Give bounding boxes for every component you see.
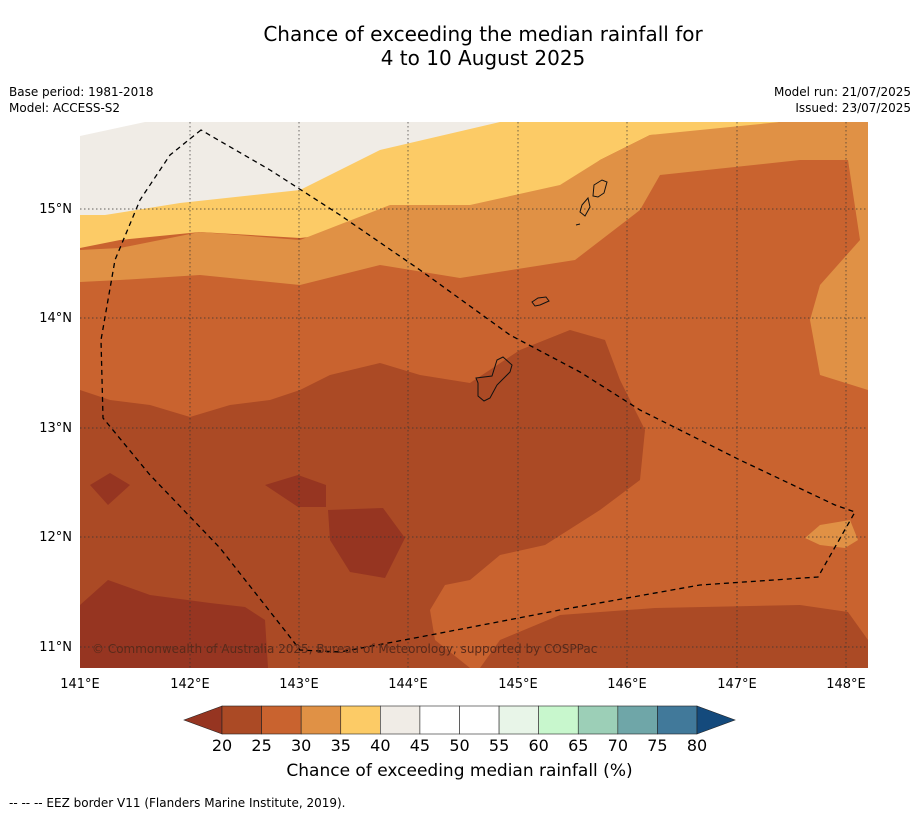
colorbar-cell bbox=[300, 705, 342, 735]
band-white-corner bbox=[80, 122, 145, 180]
y-tick-13: 13°N bbox=[39, 421, 72, 436]
colorbar-tick-label: 30 bbox=[291, 736, 311, 755]
band-20-25-d bbox=[80, 580, 268, 668]
band-20-25-a bbox=[90, 473, 130, 505]
colorbar-cell bbox=[459, 705, 500, 735]
y-tick-11: 11°N bbox=[39, 640, 72, 655]
colorbar-under-arrow bbox=[183, 705, 223, 735]
copyright-text: © Commonwealth of Australia 2025, Bureau… bbox=[92, 642, 597, 656]
x-tick-146: 146°E bbox=[607, 677, 647, 692]
model-run-text: Model run: 21/07/2025 bbox=[773, 85, 911, 99]
colorbar-tick-label: 80 bbox=[687, 736, 707, 755]
colorbar-cell bbox=[577, 705, 619, 735]
colorbar-tick-label: 75 bbox=[647, 736, 667, 755]
colorbar-label: Chance of exceeding median rainfall (%) bbox=[286, 761, 633, 781]
band-25-30 bbox=[80, 330, 645, 668]
saipan-island bbox=[579, 196, 591, 217]
graticule bbox=[80, 122, 868, 668]
colorbar-over-arrow bbox=[696, 705, 736, 735]
colorbar-tick-label: 70 bbox=[608, 736, 628, 755]
band-40-45-top bbox=[80, 122, 500, 215]
chart-title: Chance of exceeding the median rainfall … bbox=[0, 22, 919, 70]
rainfall-map: © Commonwealth of Australia 2025, Bureau… bbox=[39, 122, 868, 755]
colorbar-cell bbox=[617, 705, 658, 735]
colorbar-tick-label: 45 bbox=[410, 736, 430, 755]
x-tick-144: 144°E bbox=[388, 677, 428, 692]
colorbar-tick-label: 60 bbox=[528, 736, 548, 755]
x-tick-141: 141°E bbox=[60, 677, 100, 692]
colorbar-tick-label: 65 bbox=[568, 736, 588, 755]
colorbar-tick-label: 55 bbox=[489, 736, 509, 755]
anatahan-island bbox=[592, 179, 608, 198]
x-tick-145: 145°E bbox=[498, 677, 538, 692]
y-tick-12: 12°N bbox=[39, 530, 72, 545]
band-20-25-c bbox=[328, 508, 405, 578]
colorbar-tick-label: 25 bbox=[251, 736, 271, 755]
colorbar: 20 25 30 35 40 45 50 55 60 65 70 75 80 bbox=[183, 705, 736, 755]
band-20-25-b bbox=[265, 475, 326, 507]
x-tick-labels: 141°E 142°E 143°E 144°E 145°E 146°E 147°… bbox=[60, 677, 866, 692]
map-plot-area: © Commonwealth of Australia 2025, Bureau… bbox=[80, 122, 868, 668]
model-text: Model: ACCESS-S2 bbox=[9, 101, 121, 115]
colorbar-cell bbox=[221, 705, 262, 735]
eez-border bbox=[100, 129, 856, 653]
title-line-1: Chance of exceeding the median rainfall … bbox=[263, 22, 703, 46]
y-tick-14: 14°N bbox=[39, 311, 72, 326]
y-tick-15: 15°N bbox=[39, 202, 72, 217]
meta-left: Base period: 1981-2018 Model: ACCESS-S2 bbox=[9, 84, 154, 116]
colorbar-tick-label: 35 bbox=[331, 736, 351, 755]
islet bbox=[575, 223, 581, 226]
colorbar-tick-label: 50 bbox=[449, 736, 469, 755]
rota-island bbox=[531, 296, 550, 307]
title-line-2: 4 to 10 August 2025 bbox=[380, 46, 586, 70]
colorbar-cell bbox=[261, 705, 302, 735]
band-35-patch bbox=[805, 520, 858, 548]
colorbar-cell bbox=[657, 705, 698, 735]
issued-text: Issued: 23/07/2025 bbox=[795, 101, 911, 115]
base-period-text: Base period: 1981-2018 bbox=[9, 85, 154, 99]
band-35-orange bbox=[80, 122, 868, 390]
colorbar-cell bbox=[419, 705, 460, 735]
band-25-30-south bbox=[480, 605, 868, 668]
meta-right: Model run: 21/07/2025 Issued: 23/07/2025 bbox=[774, 84, 911, 116]
eez-legend-note: -- -- -- EEZ border V11 (Flanders Marine… bbox=[9, 796, 346, 810]
colorbar-cell bbox=[498, 705, 539, 735]
colorbar-cell bbox=[538, 705, 579, 735]
x-tick-147: 147°E bbox=[717, 677, 757, 692]
x-tick-142: 142°E bbox=[170, 677, 210, 692]
colorbar-tick-label: 20 bbox=[212, 736, 232, 755]
guam-island bbox=[475, 356, 513, 402]
x-tick-143: 143°E bbox=[279, 677, 319, 692]
x-tick-148: 148°E bbox=[826, 677, 866, 692]
y-tick-labels: 15°N 14°N 13°N 12°N 11°N bbox=[39, 202, 72, 655]
colorbar-cell bbox=[340, 705, 381, 735]
islands bbox=[475, 179, 608, 402]
colorbar-tick-label: 40 bbox=[370, 736, 390, 755]
colorbar-cell bbox=[380, 705, 421, 735]
